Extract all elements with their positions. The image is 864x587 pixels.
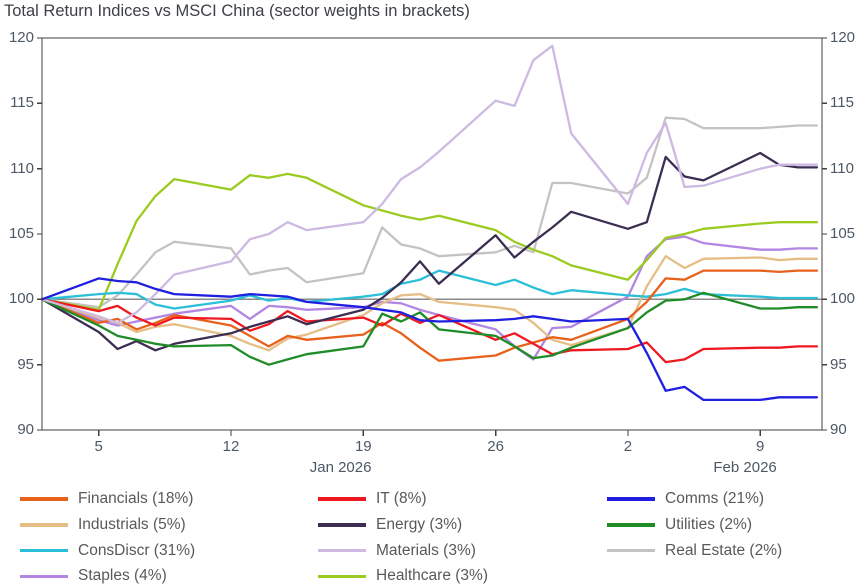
series-line-staples: [40, 235, 819, 361]
legend-label-comms: Comms (21%): [665, 490, 765, 507]
legend-swatch-staples: [20, 574, 68, 579]
plot-border: [41, 37, 823, 431]
series-line-financials: [40, 269, 819, 362]
legend-item-it: IT (8%): [318, 489, 427, 509]
x-axis-label-9: 9: [756, 438, 765, 455]
series-line-healthcare: [40, 172, 819, 311]
legend-swatch-comms: [607, 497, 655, 501]
legend-label-utilities: Utilities (2%): [665, 515, 752, 533]
legend-swatch-real-estate: [607, 548, 655, 553]
legend-swatch-energy: [318, 523, 366, 527]
x-axis-label-2: 2: [623, 438, 633, 455]
series-line-materials: [40, 44, 819, 325]
legend-item-healthcare: Healthcare (3%): [318, 566, 488, 586]
y-axis-label-right-120: 120: [830, 29, 856, 46]
y-axis-label-left-95: 95: [17, 355, 34, 373]
y-axis-label-right-110: 110: [830, 159, 854, 177]
y-axis-label-left-90: 90: [17, 421, 34, 438]
legend-label-materials: Materials (3%): [376, 541, 476, 559]
x-axis-label-19: 19: [354, 438, 372, 455]
series-line-it: [40, 298, 819, 364]
legend-label-financials: Financials (18%): [78, 490, 194, 507]
legend-item-utilities: Utilities (2%): [607, 515, 752, 535]
series-line-consdiscr: [40, 269, 819, 310]
x-axis-label-12: 12: [222, 438, 240, 455]
x-axis-label-5: 5: [94, 438, 103, 455]
y-axis-label-left-105: 105: [8, 225, 34, 242]
series-line-industrials: [40, 255, 819, 352]
y-axis-label-left-115: 115: [10, 94, 34, 112]
legend-label-staples: Staples (4%): [78, 567, 167, 585]
legend-item-materials: Materials (3%): [318, 541, 476, 561]
y-axis-label-right-115: 115: [830, 94, 854, 112]
month-label-feb-2026: Feb 2026: [713, 459, 777, 476]
chart-title: Total Return Indices vs MSCI China (sect…: [4, 2, 470, 20]
legend-label-it: IT (8%): [376, 490, 427, 507]
y-axis-label-left-110: 110: [10, 159, 34, 177]
y-axis-label-left-100: 100: [8, 290, 34, 308]
y-axis-label-right-95: 95: [830, 355, 847, 373]
y-axis-label-right-90: 90: [830, 421, 847, 438]
legend-swatch-healthcare: [318, 574, 366, 579]
y-axis-label-right-100: 100: [830, 290, 856, 308]
y-axis-label-right-105: 105: [830, 225, 856, 242]
legend-swatch-it: [318, 497, 366, 501]
legend-item-comms: Comms (21%): [607, 489, 764, 509]
legend-item-industrials: Industrials (5%): [20, 515, 186, 535]
y-axis-label-left-120: 120: [8, 29, 34, 46]
legend-item-consdiscr: ConsDiscr (31%): [20, 541, 195, 561]
series-line-real-estate: [40, 116, 819, 309]
x-axis-label-26: 26: [487, 438, 504, 455]
legend-swatch-industrials: [20, 523, 68, 527]
legend-item-staples: Staples (4%): [20, 566, 167, 586]
legend-label-consdiscr: ConsDiscr (31%): [78, 541, 196, 559]
legend-swatch-consdiscr: [20, 548, 68, 553]
legend-item-energy: Energy (3%): [318, 515, 462, 535]
legend-label-real-estate: Real Estate (2%): [665, 541, 783, 559]
legend-item-financials: Financials (18%): [20, 489, 193, 509]
legend-item-real-estate: Real Estate (2%): [607, 541, 782, 561]
legend-swatch-financials: [20, 497, 68, 501]
legend-label-energy: Energy (3%): [376, 515, 463, 533]
legend-label-healthcare: Healthcare (3%): [376, 567, 488, 585]
series-line-comms: [40, 277, 819, 402]
legend-swatch-utilities: [607, 523, 655, 527]
legend-swatch-materials: [318, 548, 366, 553]
legend-label-industrials: Industrials (5%): [78, 515, 186, 533]
month-label-jan-2026: Jan 2026: [309, 459, 372, 476]
